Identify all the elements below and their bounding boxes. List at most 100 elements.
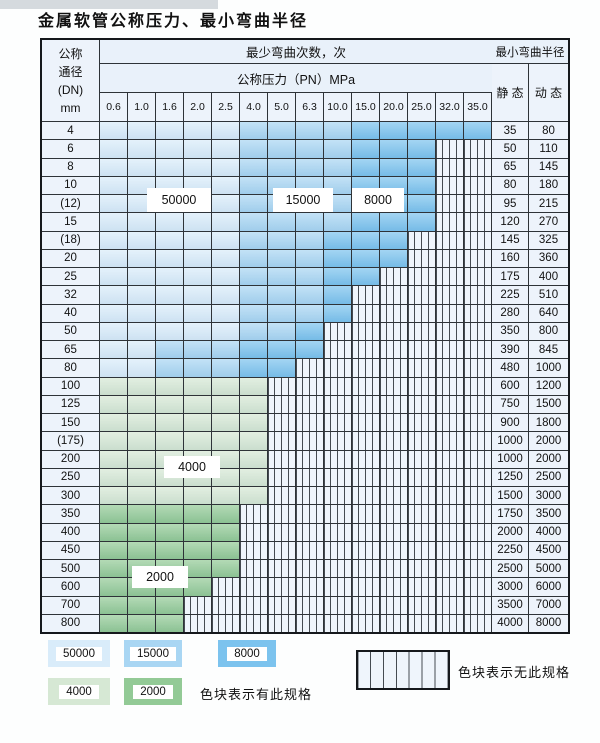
spec-cell	[296, 140, 324, 158]
spec-cell	[296, 304, 324, 322]
spec-cell	[128, 322, 156, 340]
spec-cell	[212, 286, 240, 304]
spec-cell	[184, 596, 212, 614]
legend-swatch-2000: 2000	[124, 678, 182, 705]
spec-cell	[184, 505, 212, 523]
dynamic-value: 360	[529, 249, 568, 267]
spec-cell	[128, 249, 156, 267]
spec-cell	[436, 176, 464, 194]
spec-cell	[212, 341, 240, 359]
spec-cell	[156, 231, 184, 249]
spec-cell	[100, 304, 128, 322]
table-row-dn-600: 600 3000 6000	[42, 578, 568, 597]
spec-cell	[268, 268, 296, 286]
spec-cell	[380, 377, 408, 395]
spec-cell	[324, 596, 352, 614]
cycle-label-8000: 8000	[352, 188, 404, 212]
spec-cell	[352, 213, 380, 231]
spec-cell	[464, 414, 492, 432]
spec-cell	[380, 122, 408, 140]
spec-cell	[436, 432, 464, 450]
dn-cell: 80	[42, 359, 100, 377]
spec-cell	[464, 578, 492, 596]
dynamic-value: 800	[529, 322, 568, 340]
spec-cell	[268, 432, 296, 450]
spec-cell	[436, 195, 464, 213]
spec-cell	[100, 231, 128, 249]
spec-cell	[464, 359, 492, 377]
spec-cell	[380, 596, 408, 614]
spec-cell	[408, 176, 436, 194]
spec-cell	[408, 140, 436, 158]
table-row-dn-200: 200 1000 2000	[42, 450, 568, 469]
static-value: 80	[492, 176, 529, 194]
dynamic-value: 215	[529, 195, 568, 213]
spec-cell	[240, 286, 268, 304]
spec-cell	[128, 122, 156, 140]
spec-cell	[212, 560, 240, 578]
spec-cell	[436, 249, 464, 267]
spec-cell	[464, 249, 492, 267]
spec-cell	[464, 560, 492, 578]
spec-cell	[268, 341, 296, 359]
pressure-col-25.0: 25.0	[408, 93, 436, 122]
spec-cell	[184, 359, 212, 377]
spec-cell	[436, 213, 464, 231]
spec-cell	[408, 122, 436, 140]
spec-cell	[128, 268, 156, 286]
spec-cell	[184, 541, 212, 559]
spec-cell	[464, 195, 492, 213]
bend-times-header-group: 最少弯曲次数，次 公称压力（PN）MPa 0.6 1.0 1.6 2.0 2.5 4.0 5…	[100, 40, 492, 122]
spec-cell	[212, 541, 240, 559]
static-value: 3500	[492, 596, 529, 614]
spec-cell	[408, 596, 436, 614]
spec-cell	[212, 432, 240, 450]
table-row-dn-500: 500 2500 5000	[42, 560, 568, 579]
spec-cell	[156, 359, 184, 377]
spec-cell	[156, 377, 184, 395]
spec-cell	[324, 231, 352, 249]
spec-cell	[352, 505, 380, 523]
spec-cell	[352, 377, 380, 395]
spec-cell	[268, 578, 296, 596]
spec-cell	[240, 414, 268, 432]
spec-cell	[296, 505, 324, 523]
spec-cell	[128, 505, 156, 523]
static-value: 120	[492, 213, 529, 231]
spec-cell	[184, 614, 212, 632]
table-row-dn-32: 32 225 510	[42, 286, 568, 305]
spec-cell	[240, 213, 268, 231]
dynamic-value: 180	[529, 176, 568, 194]
table-row-dn-400: 400 2000 4000	[42, 523, 568, 542]
spec-cell	[184, 231, 212, 249]
dynamic-value: 145	[529, 158, 568, 176]
spec-cell	[268, 377, 296, 395]
spec-cell	[464, 286, 492, 304]
spec-cell	[128, 432, 156, 450]
spec-cell	[184, 432, 212, 450]
dynamic-value: 3500	[529, 505, 568, 523]
dynamic-value: 7000	[529, 596, 568, 614]
spec-cell	[268, 596, 296, 614]
spec-cell	[324, 213, 352, 231]
spec-cell	[156, 322, 184, 340]
dn-cell: 4	[42, 122, 100, 140]
spec-cell	[212, 268, 240, 286]
spec-cell	[184, 523, 212, 541]
spec-cell	[296, 122, 324, 140]
legend-swatch-label: 15000	[130, 646, 176, 661]
spec-table: 公称 通径 (DN) mm 最少弯曲次数，次 公称压力（PN）MPa 0.6 1.0 1.…	[40, 38, 570, 634]
spec-cell	[380, 359, 408, 377]
spec-cell	[212, 213, 240, 231]
spec-cell	[296, 158, 324, 176]
spec-cell	[240, 523, 268, 541]
spec-cell	[324, 304, 352, 322]
static-value: 2250	[492, 541, 529, 559]
spec-cell	[128, 213, 156, 231]
dynamic-value: 2000	[529, 450, 568, 468]
dynamic-value: 80	[529, 122, 568, 140]
dn-cell: 10	[42, 176, 100, 194]
dynamic-value: 2500	[529, 468, 568, 486]
spec-cell	[352, 578, 380, 596]
dynamic-value: 8000	[529, 614, 568, 632]
